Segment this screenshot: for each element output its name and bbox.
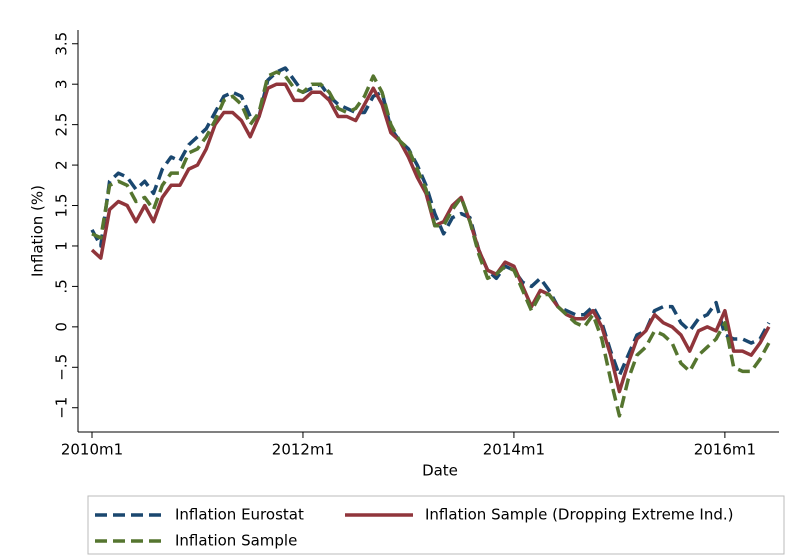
y-tick-label: 0 — [53, 322, 71, 332]
legend-label: Inflation Sample — [175, 532, 297, 550]
y-axis-title: Inflation (%) — [29, 185, 47, 277]
y-tick-label: −1 — [53, 397, 71, 419]
y-tick-label: 1 — [53, 241, 71, 251]
legend-box — [87, 495, 785, 555]
series-line — [90, 66, 771, 378]
x-tick-label: 2014m1 — [483, 441, 545, 459]
x-tick-label: 2010m1 — [61, 441, 123, 459]
y-tick-label: 3.5 — [53, 32, 71, 56]
y-tick-label: 2.5 — [53, 113, 71, 137]
x-axis-title: Date — [422, 462, 458, 480]
y-tick-label: 1.5 — [53, 194, 71, 218]
y-tick-label: −.5 — [53, 354, 71, 381]
legend-label: Inflation Sample (Dropping Extreme Ind.) — [425, 506, 734, 524]
x-tick-label: 2012m1 — [272, 441, 334, 459]
y-tick-label: .5 — [53, 279, 71, 293]
x-tick-label: 2016m1 — [694, 441, 756, 459]
y-tick-label: 3 — [53, 79, 71, 89]
legend-label: Inflation Eurostat — [175, 506, 304, 524]
y-tick-label: 2 — [53, 160, 71, 170]
series-line — [91, 70, 771, 418]
